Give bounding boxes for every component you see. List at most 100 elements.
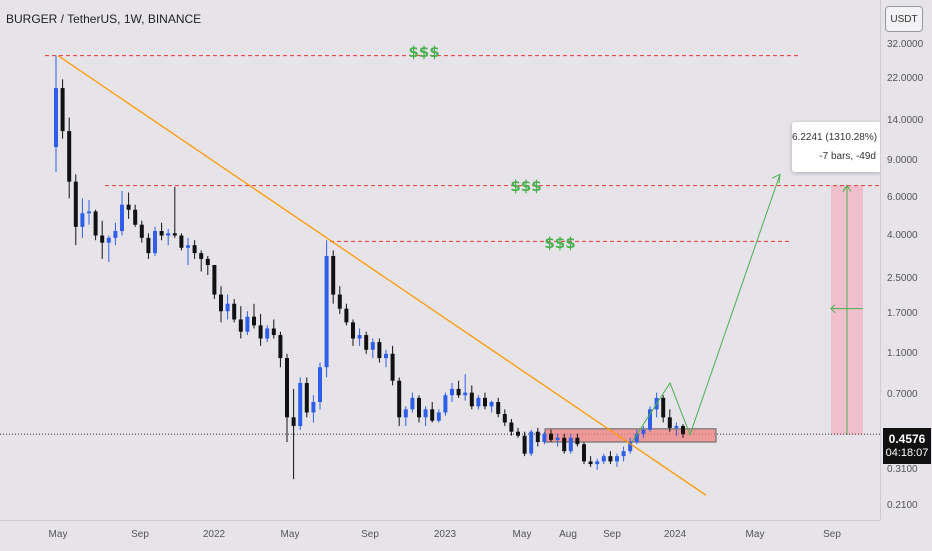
price-axis-label: 32.0000: [887, 39, 924, 50]
measure-tooltip: 6.2241 (1310.28%) 622 -7 bars, -49d: [792, 122, 880, 172]
time-axis[interactable]: May Sep 2022 May Sep 2023 May Aug Sep 2024 May Sep: [0, 520, 880, 551]
candle-body: [212, 264, 217, 295]
candle-body: [423, 409, 428, 418]
time-axis-label: May: [48, 529, 68, 540]
candle-body: [568, 437, 573, 452]
candle-body: [410, 397, 415, 410]
price-axis-label: 6.0000: [887, 192, 918, 204]
candle-body: [390, 353, 395, 381]
candle-body: [126, 204, 131, 210]
price-axis[interactable]: 32.0000 22.0000 14.0000 9.0000 6.0000 4.0000 2…: [880, 0, 932, 520]
chart-plot-area[interactable]: BURGER / TetherUS, 1W, BINANCE $$$ $$$ $…: [0, 0, 880, 520]
candle-body: [641, 429, 646, 434]
candle-body: [502, 414, 507, 423]
candle-body: [199, 253, 204, 259]
price-axis-label: 0.7000: [887, 389, 918, 401]
candle-body: [648, 409, 652, 430]
candle-body: [456, 388, 461, 396]
candle-body: [443, 395, 448, 413]
candle-body: [67, 131, 72, 182]
candle-body: [219, 294, 223, 312]
candle-body: [483, 397, 487, 407]
measure-tooltip-line1: 6.2241 (1310.28%) 622: [792, 132, 880, 143]
candle-body: [245, 316, 250, 332]
candle-body: [661, 397, 666, 418]
candle-body: [489, 402, 494, 407]
candle-body: [615, 456, 619, 462]
candle-body: [304, 382, 309, 413]
time-axis-label: Sep: [603, 529, 621, 540]
time-axis-label: 2023: [433, 529, 457, 540]
candle-body: [575, 437, 580, 445]
current-price-value: 0.4576: [888, 432, 926, 447]
candle-body: [179, 235, 184, 248]
candle-body: [318, 367, 322, 403]
price-axis-label: 0.2100: [887, 499, 918, 511]
candle-body: [298, 382, 303, 427]
projection-arrowhead: [771, 173, 781, 184]
candle-body: [516, 431, 520, 436]
candle-body: [238, 319, 243, 332]
candle-body: [582, 444, 586, 462]
candle-body: [522, 435, 527, 454]
price-axis-label: 2.5000: [887, 272, 918, 284]
candle-body: [271, 328, 276, 336]
candle-body: [252, 316, 256, 326]
time-axis-label: Sep: [131, 529, 149, 540]
price-axis-label: 4.0000: [887, 229, 918, 241]
candle-body: [377, 342, 382, 359]
time-axis-label: May: [280, 529, 300, 540]
candle-body: [100, 235, 105, 243]
candle-body: [384, 353, 388, 359]
candle-body: [549, 433, 553, 440]
currency-button[interactable]: USDT: [885, 6, 923, 32]
candle-body: [621, 451, 626, 457]
candlestick-chart[interactable]: [0, 0, 880, 520]
price-axis-label: 1.1000: [887, 347, 918, 359]
candle-body: [87, 211, 91, 214]
price-axis-label: 1.7000: [887, 307, 918, 319]
candle-body: [186, 245, 190, 248]
candle-body: [113, 231, 118, 238]
price-axis-label: 22.0000: [887, 73, 924, 85]
candle-body: [344, 308, 349, 323]
candle-body: [436, 412, 441, 421]
candle-body: [535, 431, 540, 443]
candle-body: [601, 456, 606, 462]
candle-body: [205, 258, 210, 265]
time-axis-label: 2024: [663, 529, 687, 540]
candle-body: [60, 88, 65, 132]
candle-body: [608, 456, 613, 462]
candle-body: [54, 88, 58, 148]
candle-body: [106, 237, 111, 243]
candle-body: [172, 233, 177, 236]
candle-body: [628, 442, 633, 452]
dollar-label-top: $$$: [408, 43, 440, 61]
time-axis-label: May: [745, 529, 765, 540]
candle-body: [258, 325, 263, 339]
candle-body: [370, 342, 375, 350]
candle-body: [166, 233, 171, 236]
price-axis-label: 0.3100: [887, 463, 918, 475]
time-axis-label: Sep: [361, 529, 379, 540]
candle-body: [153, 231, 157, 254]
candle-body: [331, 255, 336, 295]
candle-body: [357, 335, 362, 339]
candle-body: [667, 417, 672, 428]
candle-body: [265, 328, 270, 339]
candle-body: [509, 422, 514, 432]
measure-tooltip-line2: -7 bars, -49d: [819, 151, 876, 162]
downtrend-line: [57, 55, 707, 496]
candle-body: [397, 380, 402, 418]
candle-body: [285, 358, 289, 418]
projection-path: [631, 174, 781, 443]
candle-body: [73, 181, 78, 227]
candle-body: [364, 335, 369, 350]
candle-body: [311, 402, 316, 413]
candle-body: [469, 392, 474, 407]
symbol-title: BURGER / TetherUS, 1W, BINANCE: [6, 12, 202, 26]
candle-body: [120, 204, 124, 232]
candle-body: [192, 245, 197, 254]
candle-body: [351, 322, 355, 339]
time-axis-label: May: [512, 529, 532, 540]
